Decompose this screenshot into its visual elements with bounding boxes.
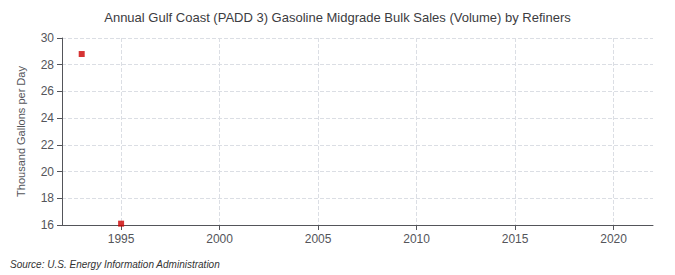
svg-text:2015: 2015	[502, 232, 529, 246]
svg-text:24: 24	[41, 111, 55, 125]
svg-text:1995: 1995	[108, 232, 135, 246]
svg-text:26: 26	[41, 84, 55, 98]
svg-text:22: 22	[41, 138, 55, 152]
svg-text:Thousand Gallons per Day: Thousand Gallons per Day	[15, 66, 27, 197]
svg-text:16: 16	[41, 218, 55, 232]
svg-text:2000: 2000	[206, 232, 233, 246]
svg-text:Source: U.S. Energy Informatio: Source: U.S. Energy Information Administ…	[10, 259, 220, 270]
svg-text:2005: 2005	[305, 232, 332, 246]
svg-text:2020: 2020	[600, 232, 627, 246]
svg-text:20: 20	[41, 165, 55, 179]
svg-text:18: 18	[41, 191, 55, 205]
svg-text:30: 30	[41, 31, 55, 45]
svg-text:2010: 2010	[403, 232, 430, 246]
svg-text:Annual Gulf Coast (PADD 3) Gas: Annual Gulf Coast (PADD 3) Gasoline Midg…	[104, 10, 571, 25]
svg-text:28: 28	[41, 58, 55, 72]
